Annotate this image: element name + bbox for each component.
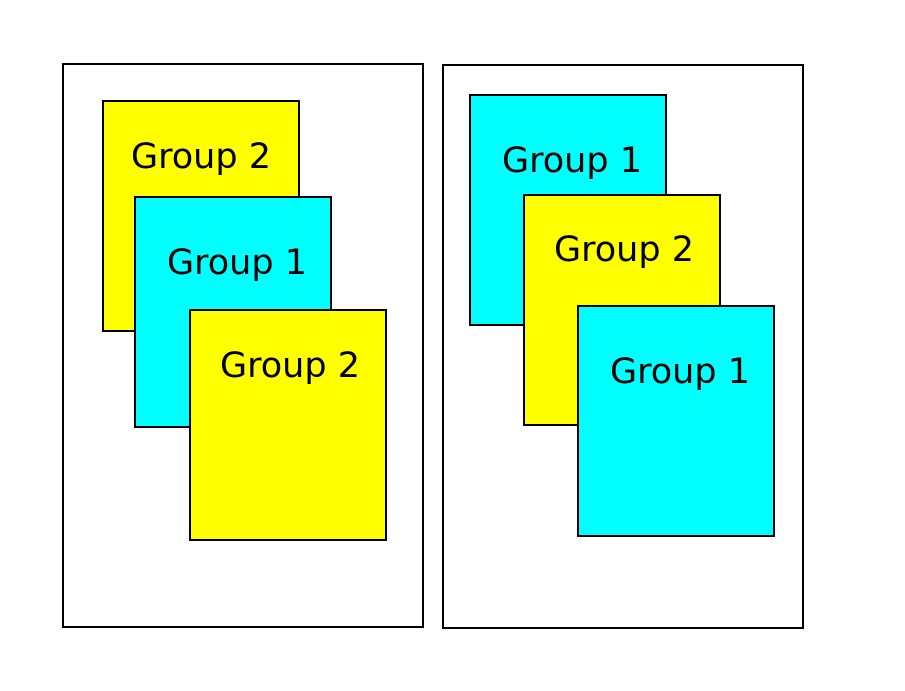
card-label: Group 1	[167, 243, 307, 283]
card-group-1: Group 1	[577, 305, 775, 537]
card-label: Group 2	[220, 346, 360, 386]
card-group-2: Group 2	[189, 309, 387, 541]
card-label: Group 1	[610, 352, 750, 392]
card-label: Group 2	[131, 137, 271, 177]
right-panel: Group 1 Group 2 Group 1	[442, 64, 804, 629]
card-label: Group 1	[502, 141, 642, 181]
left-panel: Group 2 Group 1 Group 2	[62, 63, 424, 628]
card-label: Group 2	[554, 230, 694, 270]
